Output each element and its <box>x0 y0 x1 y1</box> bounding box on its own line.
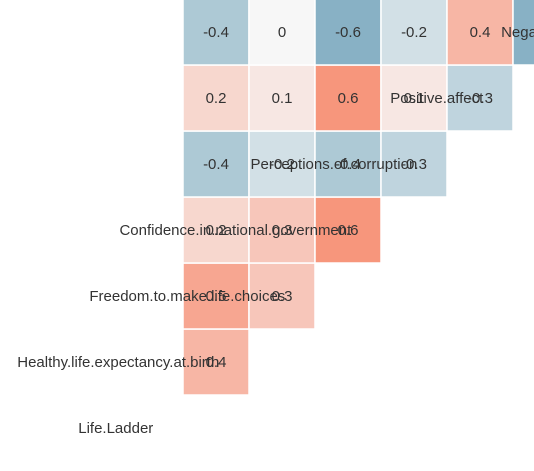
cell-value-label: 0.4 <box>470 24 491 41</box>
cell-value-label: 0.3 <box>272 222 293 239</box>
cell-value-label: -0.2 <box>269 156 295 173</box>
cell-value-label: 0.5 <box>206 288 227 305</box>
cell-value-label: 0.3 <box>272 288 293 305</box>
cell-value-label: -0.3 <box>467 90 493 107</box>
cell-value-label: 0.4 <box>206 354 227 371</box>
variable-label: Freedom.to.make.life.choices <box>89 288 285 305</box>
cell-value-label: -0.6 <box>335 24 361 41</box>
variable-label: Confidence.in.national.government <box>119 222 352 239</box>
variable-label: Life.Ladder <box>78 420 153 437</box>
cell-value-label: -0.3 <box>401 156 427 173</box>
cell-value-label: 0.1 <box>404 90 425 107</box>
cell-value-label: -0.2 <box>401 24 427 41</box>
cells-layer <box>183 0 534 395</box>
variable-label: Negative.affect <box>501 24 534 41</box>
cell-value-label: 0.1 <box>272 90 293 107</box>
cell-value-label: -0.4 <box>203 156 229 173</box>
cell-value-label: 0.2 <box>206 222 227 239</box>
cell-value-label: -0.4 <box>335 156 361 173</box>
cell-value-label: 0.2 <box>206 90 227 107</box>
cell-value-label: 0 <box>278 24 286 41</box>
cell-value-label: 0.6 <box>338 222 359 239</box>
variable-label: Healthy.life.expectancy.at.birth <box>17 354 219 371</box>
cell-value-label: 0.6 <box>338 90 359 107</box>
cell-value-label: -0.4 <box>203 24 229 41</box>
